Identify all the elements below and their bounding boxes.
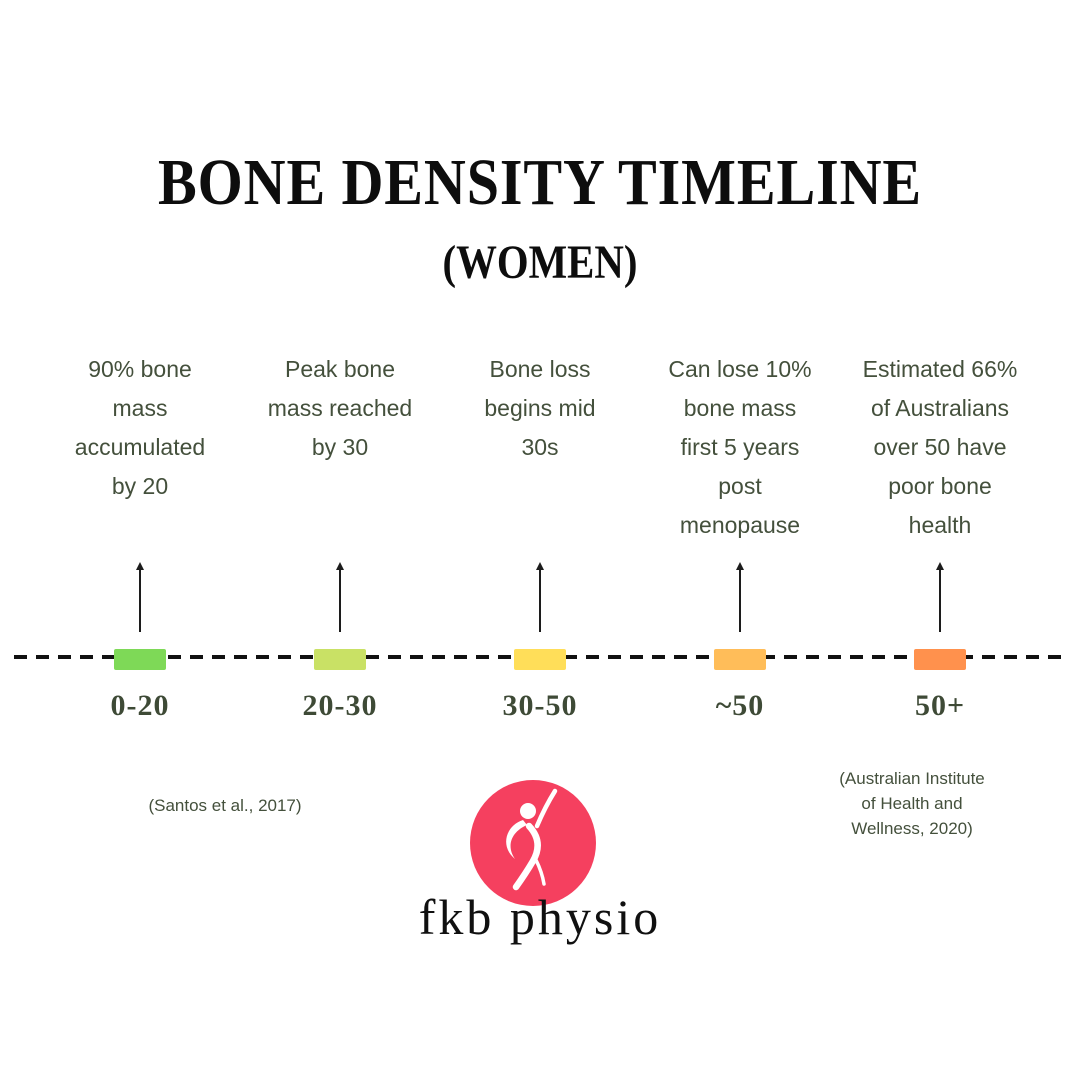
arrowhead-icon bbox=[336, 562, 344, 570]
citation-aihw: (Australian Institute of Health and Well… bbox=[839, 769, 985, 838]
up-arrow-icon bbox=[935, 562, 945, 632]
logo-wordmark: fkb physio bbox=[418, 889, 662, 945]
arrow-shaft bbox=[939, 568, 941, 632]
arrow-shaft bbox=[139, 568, 141, 632]
range-label-30-50: 30-50 bbox=[502, 689, 578, 722]
up-arrow-icon bbox=[535, 562, 545, 632]
arrow-shaft bbox=[739, 568, 741, 632]
range-label-50: ~50 bbox=[715, 689, 765, 722]
arrowhead-icon bbox=[736, 562, 744, 570]
stage-note-50: Can lose 10% bone mass first 5 years pos… bbox=[668, 356, 812, 538]
timeline-segment-20-30 bbox=[314, 649, 366, 670]
timeline-segment-30-50 bbox=[514, 649, 566, 670]
timeline-segment-50 bbox=[714, 649, 766, 670]
stage-note-20-30: Peak bone mass reached by 30 bbox=[267, 356, 413, 460]
range-label-20-30: 20-30 bbox=[302, 689, 378, 722]
arrowhead-icon bbox=[536, 562, 544, 570]
timeline-segment-0-20 bbox=[114, 649, 166, 670]
arrow-shaft bbox=[339, 568, 341, 632]
up-arrow-icon bbox=[135, 562, 145, 632]
arrowhead-icon bbox=[136, 562, 144, 570]
range-label-50plus: 50+ bbox=[914, 689, 966, 722]
timeline-segment-50plus bbox=[914, 649, 966, 670]
arrowhead-icon bbox=[936, 562, 944, 570]
stage-note-0-20: 90% bone mass accumulated by 20 bbox=[74, 356, 206, 499]
page-title: BONE DENSITY TIMELINE bbox=[157, 146, 923, 219]
citation-santos: (Santos et al., 2017) bbox=[148, 796, 302, 815]
range-label-0-20: 0-20 bbox=[110, 689, 170, 722]
up-arrow-icon bbox=[735, 562, 745, 632]
arrow-shaft bbox=[539, 568, 541, 632]
stage-note-30-50: Bone loss begins mid 30s bbox=[484, 356, 596, 460]
up-arrow-icon bbox=[335, 562, 345, 632]
stage-note-50plus: Estimated 66% of Australians over 50 hav… bbox=[862, 356, 1018, 538]
fkb-physio-logo bbox=[470, 780, 596, 906]
page-subtitle: (WOMEN) bbox=[442, 236, 638, 289]
dancer-figure-icon bbox=[506, 788, 558, 891]
